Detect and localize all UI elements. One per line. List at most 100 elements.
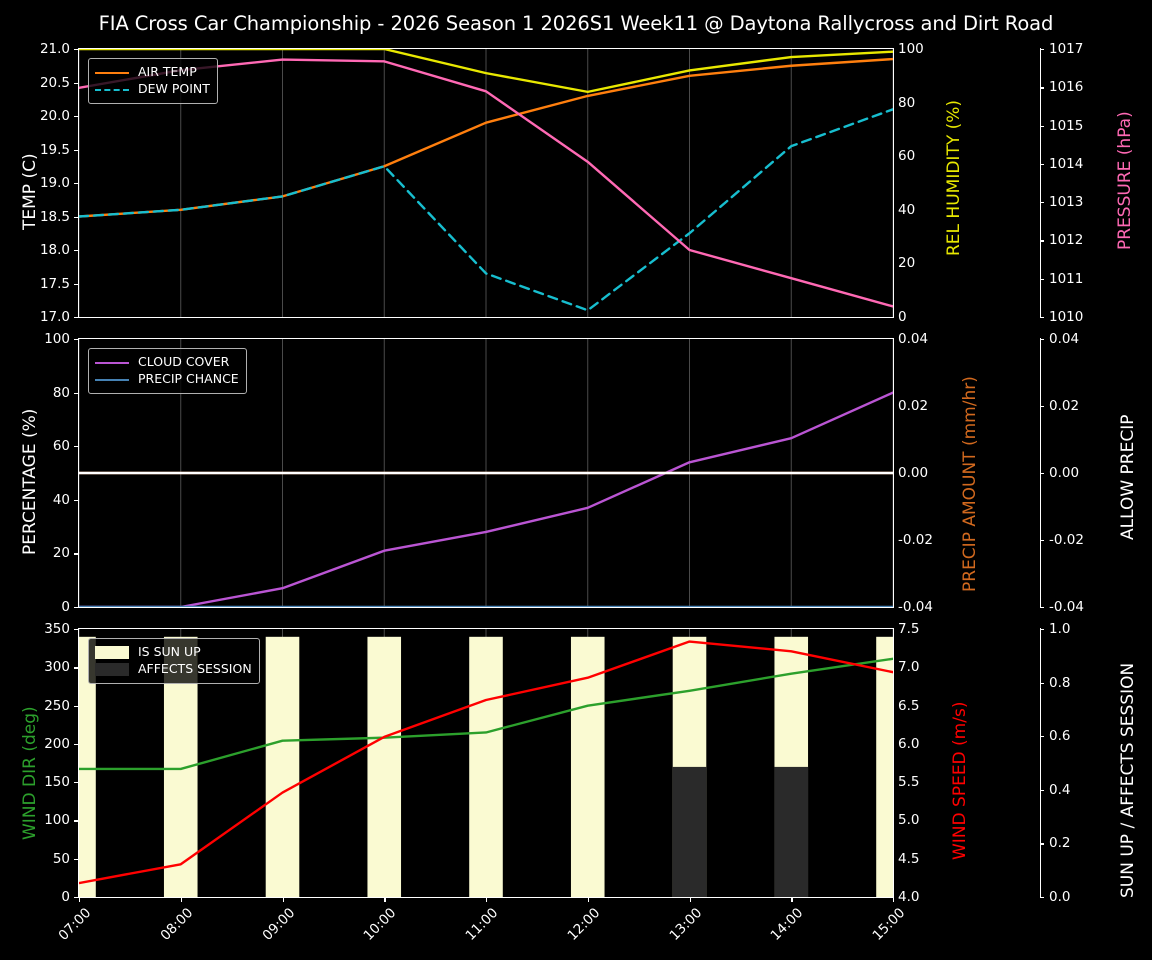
axis-tick-mark (1040, 317, 1044, 319)
legend-label: CLOUD COVER (138, 354, 230, 370)
axis-tick-label: 21.0 (39, 41, 70, 57)
axis-tick-label: 1010 (1049, 309, 1084, 325)
axis-tick-label: 4.5 (898, 850, 920, 867)
axis-tick-mark (1040, 540, 1044, 542)
axis-tick-label: 6.0 (898, 735, 920, 752)
axis-tick-label: 5.0 (898, 812, 920, 829)
axis-tick-label: 80 (52, 384, 70, 401)
axis-tick-mark (74, 858, 78, 860)
axis-tick-mark (74, 897, 78, 899)
page-title: FIA Cross Car Championship - 2026 Season… (98, 12, 1054, 35)
axis-tick-label: 0 (61, 599, 70, 615)
bar-is-sun-up (367, 636, 402, 897)
axis-tick-label: 17.0 (39, 309, 70, 325)
legend-label: PRECIP CHANCE (138, 371, 239, 387)
axis-tick-mark (74, 216, 78, 218)
axis-tick-label: 1.0 (1049, 621, 1071, 637)
axis-tick-label: 0.4 (1049, 781, 1071, 798)
panel-wind-sunup-spine (1040, 628, 1042, 898)
legend-item: CLOUD COVER (95, 354, 239, 371)
axis-tick-label: 0 (898, 309, 907, 325)
axis-tick-label: 18.0 (39, 242, 70, 258)
axis-tick-label: 18.5 (39, 208, 70, 225)
axis-tick-label: 20 (898, 255, 916, 272)
axis-tick-label: 7.0 (898, 659, 920, 676)
axis-tick-mark (74, 499, 78, 502)
axis-tick-label: 250 (44, 697, 70, 714)
axis-tick-mark (74, 149, 78, 151)
legend-item: PRECIP CHANCE (95, 371, 239, 388)
panel-temperature (78, 48, 894, 318)
axis-tick-label: 60 (52, 438, 70, 455)
axis-tick-label: 0.00 (898, 465, 929, 481)
axis-tick-mark (1040, 125, 1044, 127)
axis-tick-mark (1040, 682, 1044, 684)
legend-label: AFFECTS SESSION (138, 661, 252, 677)
x-axis-tick-label: 11:00 (462, 905, 502, 944)
series-rel-humidity (79, 49, 893, 94)
x-axis-tick-mark (689, 898, 691, 902)
x-axis-tick-mark (282, 898, 284, 902)
axis-tick-mark (74, 183, 78, 185)
legend-item: AFFECTS SESSION (95, 661, 252, 678)
axis-tick-label: 20 (52, 545, 70, 562)
axis-tick-label: 0.0 (1049, 889, 1071, 905)
x-axis-tick-label: 07:00 (55, 905, 95, 944)
axis-tick-mark (74, 629, 78, 631)
bar-is-sun-up (79, 636, 96, 897)
axis-tick-label: 100 (898, 41, 924, 57)
axis-tick-label: 60 (898, 148, 916, 165)
axis-tick-mark (74, 392, 78, 394)
axis-tick-label: 0.8 (1049, 674, 1071, 691)
panel-wind-plot (79, 629, 893, 897)
legend-item: AIR TEMP (95, 64, 210, 81)
panel-precipitation-amount-axis-label: PRECIP AMOUNT (mm/hr) (960, 376, 980, 592)
axis-tick-label: 0.6 (1049, 728, 1071, 745)
axis-tick-label: 150 (44, 774, 70, 791)
axis-tick-mark (74, 820, 78, 822)
axis-tick-mark (1040, 843, 1044, 845)
panel-precipitation-legend: CLOUD COVER PRECIP CHANCE (88, 348, 247, 394)
axis-tick-label: 100 (44, 812, 70, 829)
axis-tick-label: 200 (44, 735, 70, 752)
axis-tick-label: 0 (61, 889, 70, 905)
axis-tick-label: 1014 (1049, 155, 1084, 172)
x-axis-tick-mark (486, 898, 488, 902)
axis-tick-mark (1040, 406, 1044, 408)
affects-session-patch-swatch (95, 663, 129, 676)
x-axis-tick-mark (180, 898, 183, 902)
dew-point-line-swatch (95, 88, 129, 91)
axis-tick-label: 0.04 (898, 331, 929, 347)
panel-temperature-legend: AIR TEMP DEW POINT (88, 58, 218, 104)
axis-tick-mark (74, 607, 78, 609)
axis-tick-label: 0.00 (1049, 465, 1080, 481)
panel-temperature-pressure-axis-label: PRESSURE (hPa) (1115, 111, 1135, 250)
axis-tick-label: 300 (44, 659, 70, 676)
axis-tick-label: 20.0 (39, 108, 70, 124)
axis-tick-label: 50 (52, 850, 70, 867)
air-temp-line-swatch (95, 71, 129, 74)
x-axis-tick-label: 12:00 (564, 905, 604, 944)
axis-tick-mark (74, 82, 78, 84)
axis-tick-label: 40 (52, 491, 70, 508)
panel-temperature-plot (79, 49, 893, 317)
axis-tick-label: 1011 (1049, 270, 1084, 287)
x-axis-tick-label: 09:00 (258, 905, 298, 944)
axis-tick-mark (1040, 473, 1044, 475)
legend-item: DEW POINT (95, 81, 210, 98)
bar-is-sun-up (570, 636, 605, 897)
axis-tick-mark (74, 782, 78, 784)
axis-tick-label: -0.04 (1049, 599, 1084, 615)
series-dew-point (79, 108, 893, 312)
axis-tick-mark (1040, 202, 1044, 204)
panel-precipitation-plot (79, 339, 893, 607)
axis-tick-label: 20.5 (39, 74, 70, 91)
x-axis-tick-mark (791, 898, 793, 902)
axis-tick-mark (74, 705, 78, 707)
axis-tick-mark (74, 283, 78, 285)
axis-tick-mark (74, 317, 78, 319)
axis-tick-label: 5.5 (898, 774, 920, 791)
axis-tick-label: 1017 (1049, 41, 1084, 57)
axis-tick-mark (74, 446, 78, 448)
axis-tick-label: 100 (44, 331, 70, 347)
